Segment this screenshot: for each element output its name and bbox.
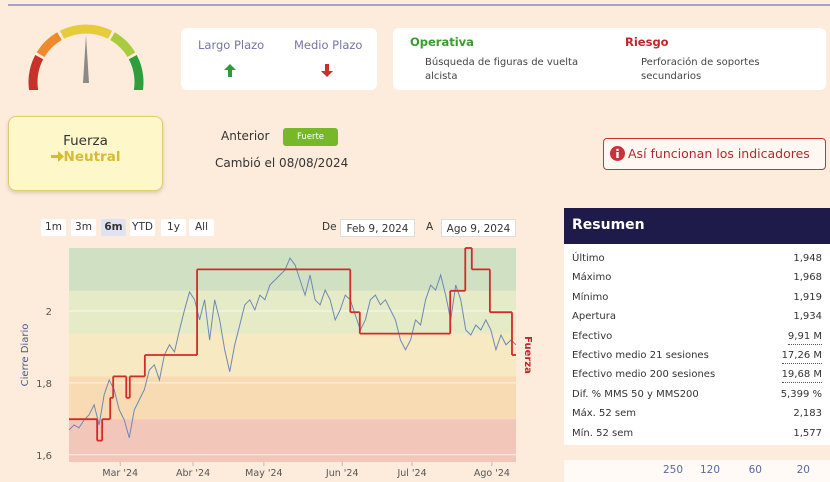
gauge-segment: [28, 55, 44, 90]
fuerza-value: Neutral: [63, 149, 121, 165]
strength-band: [69, 419, 516, 462]
summary-value: 9,91 M: [787, 330, 822, 345]
fuerza-label: Fuerza: [63, 133, 108, 149]
gauge-segment: [36, 32, 62, 58]
to-date[interactable]: Ago 9, 2024: [441, 219, 516, 237]
price-chart: 1,6 1,8 2 Mar '24 Abr '24 May '24 Jun '24 Jul '…: [20, 247, 533, 479]
from-date[interactable]: Feb 9, 2024: [340, 219, 415, 237]
summary-value: 2,183: [793, 408, 822, 420]
riesgo-text: Perforación de soportes secundarios: [641, 57, 760, 82]
summary-value: 1,577: [793, 427, 822, 439]
period-label: 120: [699, 464, 720, 476]
gauge-segment: [128, 55, 144, 90]
strength-band: [69, 290, 516, 334]
x-tick-label: Jul '24: [396, 468, 426, 479]
summary-table: Último 1,948 Máximo 1,968 Mínimo 1,919 Apertur…: [564, 244, 830, 445]
top-rule: [8, 4, 830, 6]
x-tick-label: Ago '24: [474, 468, 510, 479]
gauge-segment: [110, 32, 136, 58]
period-label: 20: [796, 464, 810, 476]
x-tick-label: Mar '24: [102, 468, 138, 479]
summary-label: Último: [572, 253, 605, 264]
mid-term-label: Medio Plazo: [294, 38, 363, 52]
summary-value: 5,399 %: [780, 388, 822, 400]
x-tick-label: May '24: [245, 468, 282, 479]
range-button[interactable]: All: [189, 219, 214, 236]
range-button[interactable]: 1y: [161, 219, 186, 236]
summary-value: 17,26 M: [781, 349, 822, 364]
riesgo-title: Riesgo: [625, 35, 669, 49]
operativa-text: Búsqueda de figuras de vuelta alcista: [425, 57, 579, 82]
summary-row: Mínimo 1,919: [564, 288, 830, 307]
from-label: De: [322, 221, 337, 233]
summary-title: Resumen: [572, 217, 645, 233]
summary-row: Último 1,948: [564, 249, 830, 268]
summary-label: Mínimo: [572, 291, 609, 303]
summary-header: Resumen: [564, 208, 830, 244]
right-arrow: [50, 151, 64, 162]
summary-value: 1,934: [793, 311, 822, 323]
y-tick-label: 1,6: [36, 451, 52, 462]
summary-label: Efectivo medio 200 sesiones: [572, 369, 716, 381]
summary-row: Dif. % MMS 50 y MMS200 5,399 %: [564, 385, 830, 404]
anterior-pill: Fuerte: [283, 128, 338, 146]
to-label: A: [426, 221, 434, 233]
summary-label: Máximo: [572, 272, 612, 284]
summary-row: Efectivo medio 21 sesiones 17,26 M: [564, 346, 830, 365]
operativa-title: Operativa: [410, 35, 474, 49]
down-arrow: [321, 64, 333, 77]
summary-row: Efectivo 9,91 M: [564, 327, 830, 346]
summary-value: 1,919: [793, 291, 822, 303]
long-term-label: Largo Plazo: [198, 38, 265, 52]
period-header: 250 120 60 20: [564, 460, 830, 482]
summary-row: Efectivo medio 200 sesiones 19,68 M: [564, 365, 830, 384]
summary-row: Mín. 52 sem 1,577: [564, 424, 830, 443]
summary-value: 19,68 M: [781, 368, 822, 384]
summary-value: 1,948: [793, 253, 822, 264]
gauge: [28, 24, 144, 90]
fuerza-card: Fuerza Neutral: [8, 116, 163, 191]
up-arrow: [224, 64, 236, 77]
gauge-segment: [59, 24, 113, 39]
summary-row: Máximo 1,968: [564, 268, 830, 287]
summary-label: Apertura: [572, 311, 616, 323]
summary-label: Efectivo: [572, 330, 613, 342]
summary-value: 1,968: [793, 272, 822, 284]
anterior-label: Anterior: [221, 129, 270, 143]
changed-date: Cambió el 08/08/2024: [215, 156, 349, 170]
help-button-text: Así funcionan los indicadores: [628, 146, 810, 161]
fuerza-value-row: Neutral: [9, 149, 162, 165]
y-tick-label: 2: [46, 307, 52, 318]
y2-axis-label: Fuerza: [522, 336, 533, 374]
x-tick-label: Jun '24: [325, 468, 359, 479]
range-button[interactable]: 1m: [41, 219, 66, 236]
x-tick-label: Abr '24: [176, 468, 210, 479]
range-button[interactable]: 3m: [71, 219, 96, 236]
summary-row: Máx. 52 sem 2,183: [564, 404, 830, 423]
price-line: [68, 257, 517, 439]
summary-label: Mín. 52 sem: [572, 427, 634, 439]
range-button[interactable]: YTD: [130, 219, 155, 236]
y-axis-label: Cierre Diario: [20, 324, 31, 387]
summary-label: Dif. % MMS 50 y MMS200: [572, 388, 699, 400]
summary-row: Apertura 1,934: [564, 307, 830, 326]
period-label: 250: [662, 464, 683, 476]
trend-card: Largo Plazo Medio Plazo: [181, 28, 377, 90]
gauge-needle: [83, 35, 89, 83]
strength-band: [69, 333, 516, 377]
help-button[interactable]: Así funcionan los indicadores: [603, 138, 826, 170]
range-button[interactable]: 6m: [101, 219, 126, 236]
strength-band: [69, 376, 516, 420]
info-icon: [610, 146, 625, 161]
outlook-card: Operativa Búsqueda de figuras de vuelta …: [393, 28, 826, 90]
period-label: 60: [748, 464, 762, 476]
summary-label: Efectivo medio 21 sesiones: [572, 349, 709, 361]
summary-label: Máx. 52 sem: [572, 408, 637, 420]
y-tick-label: 1,8: [36, 379, 52, 390]
